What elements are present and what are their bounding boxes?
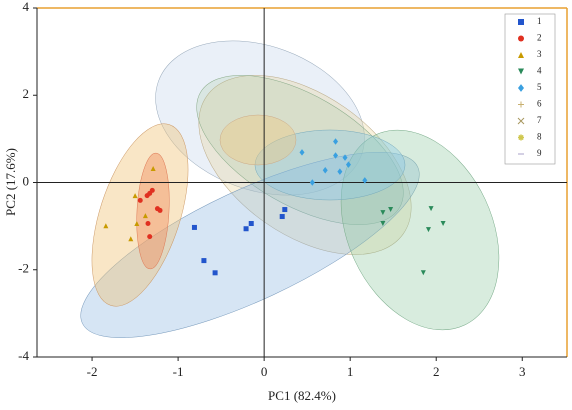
marker xyxy=(309,179,315,186)
marker xyxy=(145,221,151,227)
confidence-ellipse xyxy=(155,40,365,196)
marker xyxy=(337,168,343,175)
marker xyxy=(134,221,140,227)
y-axis-label: PC2 (17.6%) xyxy=(3,148,18,216)
marker xyxy=(333,138,339,145)
marker xyxy=(157,207,163,213)
confidence-ellipse xyxy=(91,123,189,307)
marker xyxy=(282,207,288,213)
marker xyxy=(137,197,143,203)
x-tick-label: -2 xyxy=(87,364,98,379)
x-tick-label: 3 xyxy=(519,364,526,379)
legend-marker xyxy=(517,117,525,125)
y-tick-label: -2 xyxy=(18,261,29,276)
y-tick-label: 4 xyxy=(23,0,30,14)
y-tick-label: 0 xyxy=(23,173,30,188)
legend-marker xyxy=(518,68,524,75)
marker xyxy=(425,227,431,233)
x-tick-label: 1 xyxy=(347,364,354,379)
legend-label: 1 xyxy=(537,16,542,26)
marker xyxy=(248,221,254,227)
legend-marker xyxy=(518,134,524,141)
legend-marker xyxy=(518,19,524,25)
confidence-ellipse xyxy=(219,114,297,166)
legend-box xyxy=(504,13,556,165)
marker xyxy=(420,270,426,276)
legend-marker xyxy=(518,52,524,58)
y-tick-label: -4 xyxy=(18,348,29,363)
x-tick-label: 0 xyxy=(261,364,268,379)
legend-marker xyxy=(518,101,524,108)
legend-label: 7 xyxy=(537,115,542,125)
marker xyxy=(333,152,339,159)
legend-marker xyxy=(518,84,524,92)
marker xyxy=(299,149,305,156)
marker xyxy=(142,213,148,219)
marker xyxy=(380,221,386,227)
marker xyxy=(440,221,446,227)
marker xyxy=(345,161,351,168)
legend-label: 2 xyxy=(537,33,542,43)
marker xyxy=(342,154,348,161)
confidence-ellipse xyxy=(340,129,500,331)
marker xyxy=(243,226,249,232)
marker xyxy=(279,214,285,220)
marker xyxy=(362,177,368,184)
marker xyxy=(322,167,328,174)
marker xyxy=(128,236,134,242)
marker xyxy=(149,187,155,193)
marker xyxy=(132,193,138,199)
marker xyxy=(201,258,207,264)
marker xyxy=(380,210,386,216)
legend-label: 6 xyxy=(537,99,542,109)
ellipses xyxy=(80,40,500,338)
marker xyxy=(212,270,218,276)
legend-label: 8 xyxy=(537,132,542,142)
legend-label: 3 xyxy=(537,49,542,59)
legend-label: 4 xyxy=(537,66,542,76)
x-tick-label: 2 xyxy=(433,364,440,379)
y-tick-label: 2 xyxy=(23,86,30,101)
marker xyxy=(144,193,150,199)
marker xyxy=(388,207,394,213)
legend-label: 5 xyxy=(537,82,542,92)
confidence-ellipse xyxy=(196,75,404,225)
marker xyxy=(428,206,434,212)
x-axis-label: PC1 (82.4%) xyxy=(268,388,336,403)
marker xyxy=(150,166,156,172)
legend-marker xyxy=(518,35,524,42)
legend-label: 9 xyxy=(537,148,542,158)
marker xyxy=(147,234,153,240)
marker xyxy=(103,223,109,229)
confidence-ellipse xyxy=(80,152,420,338)
marker xyxy=(191,224,197,230)
x-tick-label: -1 xyxy=(173,364,184,379)
